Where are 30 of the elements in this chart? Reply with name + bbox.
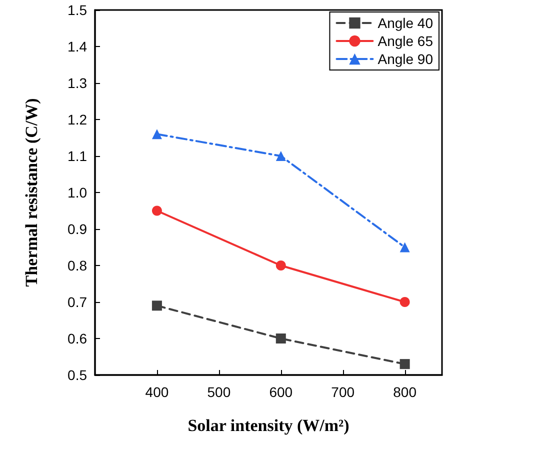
point bbox=[276, 151, 286, 161]
y-tick-label: 1.4 bbox=[68, 38, 88, 54]
y-tick-label: 1.5 bbox=[68, 2, 88, 18]
x-tick-label: 400 bbox=[145, 384, 169, 400]
point bbox=[400, 297, 410, 307]
point bbox=[400, 242, 410, 252]
x-tick-label: 600 bbox=[269, 384, 293, 400]
y-tick-label: 0.8 bbox=[68, 258, 88, 274]
y-tick-label: 0.9 bbox=[68, 221, 88, 237]
y-tick-label: 0.7 bbox=[68, 294, 88, 310]
point bbox=[152, 300, 162, 311]
legend-label: Angle 90 bbox=[378, 51, 434, 67]
y-tick-label: 1.0 bbox=[68, 184, 88, 200]
y-tick-label: 0.6 bbox=[68, 330, 88, 346]
y-tick-label: 1.2 bbox=[68, 112, 88, 128]
legend-label: Angle 40 bbox=[378, 15, 434, 31]
x-tick-label: 800 bbox=[393, 384, 417, 400]
y-tick-label: 0.5 bbox=[68, 367, 88, 383]
x-tick-label: 700 bbox=[331, 384, 355, 400]
y-axis-title: Thermal resistance (C/W) bbox=[22, 98, 41, 287]
y-tick-label: 1.3 bbox=[68, 75, 88, 91]
y-tick-label: 1.1 bbox=[68, 148, 88, 164]
point bbox=[152, 206, 162, 216]
x-axis-title: Solar intensity (W/m²) bbox=[188, 416, 350, 435]
point bbox=[276, 260, 286, 270]
point bbox=[400, 359, 410, 370]
legend-label: Angle 65 bbox=[378, 33, 434, 49]
point bbox=[152, 129, 162, 140]
point bbox=[276, 334, 286, 344]
x-tick-label: 500 bbox=[207, 384, 231, 400]
